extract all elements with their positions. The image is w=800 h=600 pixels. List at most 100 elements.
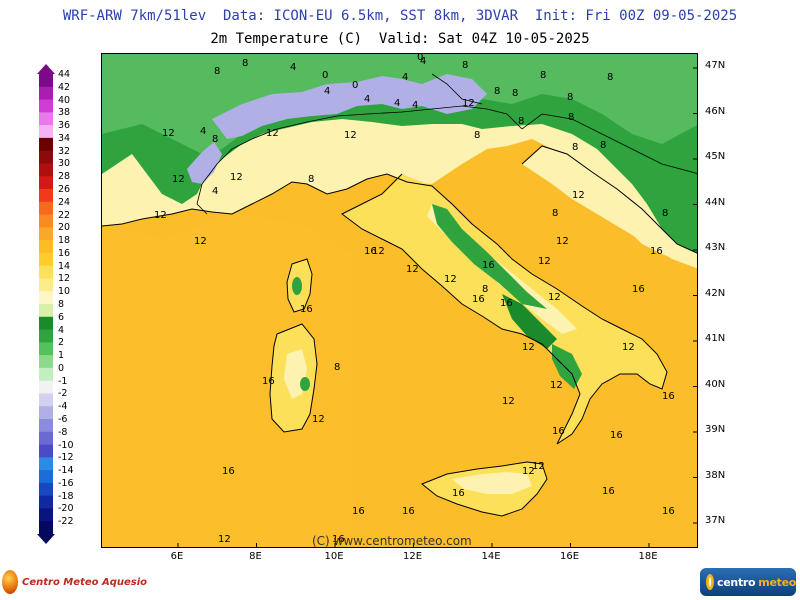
po-valley <box>232 136 477 182</box>
colorbar-tick-label: -20 <box>58 503 74 515</box>
colorbar-tick-label: 26 <box>58 184 71 195</box>
colorbar-swatch <box>39 304 53 318</box>
isotherm-label: 8 <box>214 66 220 77</box>
colorbar-tick-label: -22 <box>58 516 74 528</box>
colorbar-swatch <box>39 419 53 433</box>
isotherm-label: 8 <box>494 86 500 97</box>
colorbar-swatch <box>39 521 53 535</box>
isotherm-label: 12 <box>154 210 167 221</box>
temperature-map: 8 8 4 4 0 4 4 8 8 8 8 8 4 0 0 4 4 4 12 8 8 8 8 12 12 12 8 12 8 4 12 8 8 1… <box>101 53 698 548</box>
colorbar-swatch <box>39 214 53 228</box>
colorbar-tick-label: -1 <box>58 375 68 387</box>
colorbar-swatch <box>39 252 53 267</box>
isotherm-label: 8 <box>540 70 546 81</box>
centro-meteo-aquesio-logo: Centro Meteo Aquesio <box>2 568 147 596</box>
isotherm-label: 8 <box>518 116 524 127</box>
borders <box>196 73 697 215</box>
colorbar-tick-label: -18 <box>58 490 74 502</box>
isotherm-label: 4 <box>290 62 296 73</box>
longitude-label: 10E <box>324 551 344 562</box>
isotherm-label: 0 <box>417 54 423 63</box>
isotherm-label: 4 <box>212 186 218 197</box>
longitude-label: 12E <box>402 551 423 562</box>
colorbar-tick-label: -12 <box>58 452 74 464</box>
centrometeo-logo[interactable]: centro meteo <box>700 568 796 596</box>
isotherm-label: 16 <box>662 506 675 517</box>
isotherm-label: 4 <box>200 126 206 137</box>
colorbar-swatch <box>39 291 53 305</box>
logo-disc-icon <box>2 570 18 594</box>
isotherm-label: 8 <box>242 58 248 69</box>
isotherm-label: 4 <box>394 98 400 109</box>
isotherm-label: 16 <box>452 488 465 499</box>
isotherm-label: 12 <box>556 236 569 247</box>
isotherm-label: 8 <box>462 60 468 71</box>
corsica-green-spot <box>292 277 302 295</box>
colorbar-tick-label: 12 <box>58 273 71 285</box>
isotherm-label: 12 <box>218 534 231 545</box>
isotherm-label: 12 <box>548 292 561 303</box>
isotherm-label: 12 <box>172 174 185 185</box>
isotherm-label: 8 <box>482 284 488 295</box>
colorbar-swatch <box>39 431 53 446</box>
temperature-colorbar <box>37 64 55 544</box>
isotherm-label: 16 <box>552 426 565 437</box>
calabria-green <box>552 344 582 389</box>
isotherm-label: 8 <box>600 140 606 151</box>
copyright-watermark: (C) www.centrometeo.com <box>312 534 472 548</box>
colorbar-swatch <box>39 355 53 369</box>
isotherm-label: 16 <box>332 534 345 545</box>
isotherm-label: 16 <box>364 246 377 257</box>
colorbar-tick-label: 22 <box>58 209 71 221</box>
isotherm-label: 4 <box>420 56 426 67</box>
colorbar-tick-label: 30 <box>58 158 71 170</box>
sicily-mild <box>452 472 532 494</box>
logo-left-text: Centro Meteo Aquesio <box>22 576 147 588</box>
isotherm-label: 12 <box>406 264 419 275</box>
colorbar-tick-label: 2 <box>58 337 65 349</box>
alps-west-cold <box>187 142 222 184</box>
colorbar-tick-label: 38 <box>58 107 71 119</box>
isotherm-label: 4 <box>364 94 370 105</box>
isotherm-label: 12 <box>266 128 279 139</box>
sardinia-green-spot <box>300 377 310 391</box>
isotherm-label: 8 <box>212 134 218 145</box>
map-title: WRF-ARW 7km/51lev Data: ICON-EU 6.5km, S… <box>62 8 738 24</box>
isotherm-label: 12 <box>572 190 585 201</box>
colorbar-swatch <box>39 342 53 356</box>
colorbar-swatch <box>39 329 53 343</box>
colorbar-swatch <box>39 112 53 126</box>
colorbar-tick-label: 20 <box>58 222 71 234</box>
longitude-label: 14E <box>481 551 501 562</box>
colorbar-top-arrow <box>37 64 55 74</box>
colorbar-swatch <box>39 495 53 509</box>
isotherm-label: 16 <box>402 506 415 517</box>
isotherm-label: 16 <box>222 466 235 477</box>
balkans-coast <box>522 146 697 269</box>
colorbar-tick-label: 8 <box>58 299 65 310</box>
colorbar-swatch <box>39 125 53 139</box>
latitude-label: 38N <box>705 469 726 481</box>
colorbar-swatch <box>39 380 53 394</box>
isotherm-label: 16 <box>610 430 623 441</box>
colorbar-tick-label: 10 <box>58 286 71 298</box>
coastlines <box>102 145 697 517</box>
isotherm-label: 8 <box>662 208 668 219</box>
isotherm-label: 8 <box>512 88 518 99</box>
logo-ring-icon <box>706 574 715 590</box>
isotherm-label: 16 <box>632 284 645 295</box>
latitude-label: 45N <box>705 151 726 162</box>
isotherm-label: 0 <box>352 80 358 91</box>
longitude-label: 6E <box>170 551 184 562</box>
isotherm-label: 8 <box>572 142 578 153</box>
latitude-label: 37N <box>705 515 726 526</box>
colorbar-swatch <box>39 278 53 292</box>
longitude-label: 16E <box>559 551 580 562</box>
colorbar-swatch <box>39 508 53 522</box>
colorbar-tick-label: 44 <box>58 69 71 80</box>
colorbar-tick-label: -16 <box>58 477 74 489</box>
colorbar-tick-label: 24 <box>58 196 71 208</box>
colorbar-swatch <box>39 482 53 497</box>
colorbar-tick-label: 6 <box>58 311 65 323</box>
